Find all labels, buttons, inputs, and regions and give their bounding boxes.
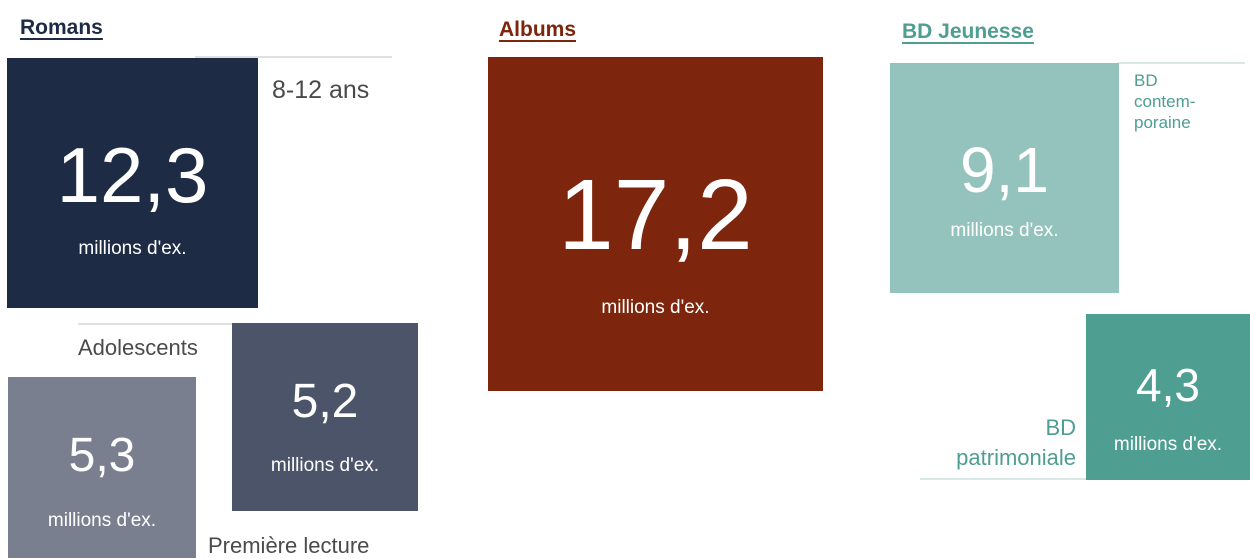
bar-bd-contemporaine: 9,1 millions d'ex.	[890, 63, 1119, 293]
label-bd-contemporaine-line-3: poraine	[1134, 113, 1191, 132]
bar-8-12-ans: 12,3 millions d'ex.	[7, 58, 258, 308]
unit-adolescents: millions d'ex.	[270, 455, 380, 476]
label-premiere-lecture: Première lecture	[208, 533, 370, 558]
albums-title: Albums	[499, 18, 577, 41]
romans-divider	[195, 56, 392, 58]
label-8-12-ans: 8-12 ans	[272, 76, 370, 104]
value-bd-contemporaine: 9,1	[960, 134, 1049, 206]
label-bd-contemporaine: BD contem- poraine	[1134, 70, 1195, 133]
value-bd-patrimoniale: 4,3	[1136, 359, 1200, 411]
label-adolescents: Adolescents	[78, 335, 198, 360]
bd-jeunesse-title: BD Jeunesse	[902, 20, 1034, 43]
bd-contemporaine-divider	[1118, 62, 1245, 64]
bar-albums: 17,2 millions d'ex.	[488, 57, 823, 391]
value-8-12-ans: 12,3	[56, 131, 209, 219]
romans-title: Romans	[20, 16, 103, 39]
unit-8-12-ans: millions d'ex.	[78, 238, 187, 259]
bd-patrimoniale-divider	[920, 478, 1086, 480]
value-adolescents: 5,2	[291, 375, 359, 428]
unit-bd-patrimoniale: millions d'ex.	[1113, 434, 1223, 455]
bar-premiere-lecture: 5,3 millions d'ex.	[8, 377, 196, 558]
label-bd-contemporaine-line-1: BD	[1134, 71, 1158, 90]
label-bd-contemporaine-line-2: contem-	[1134, 92, 1196, 111]
bar-bd-patrimoniale: 4,3 millions d'ex.	[1086, 314, 1250, 480]
value-premiere-lecture: 5,3	[68, 429, 136, 482]
bar-adolescents: 5,2 millions d'ex.	[232, 323, 418, 511]
label-bd-patrimoniale-line-2: patrimoniale	[956, 445, 1076, 470]
unit-bd-contemporaine: millions d'ex.	[950, 220, 1059, 241]
adolescents-divider	[78, 323, 232, 325]
value-albums: 17,2	[558, 159, 753, 271]
label-bd-patrimoniale-line-1: BD	[1045, 415, 1076, 440]
label-bd-patrimoniale: BD patrimoniale	[900, 413, 1076, 473]
unit-albums: millions d'ex.	[601, 297, 710, 318]
unit-premiere-lecture: millions d'ex.	[47, 510, 157, 531]
